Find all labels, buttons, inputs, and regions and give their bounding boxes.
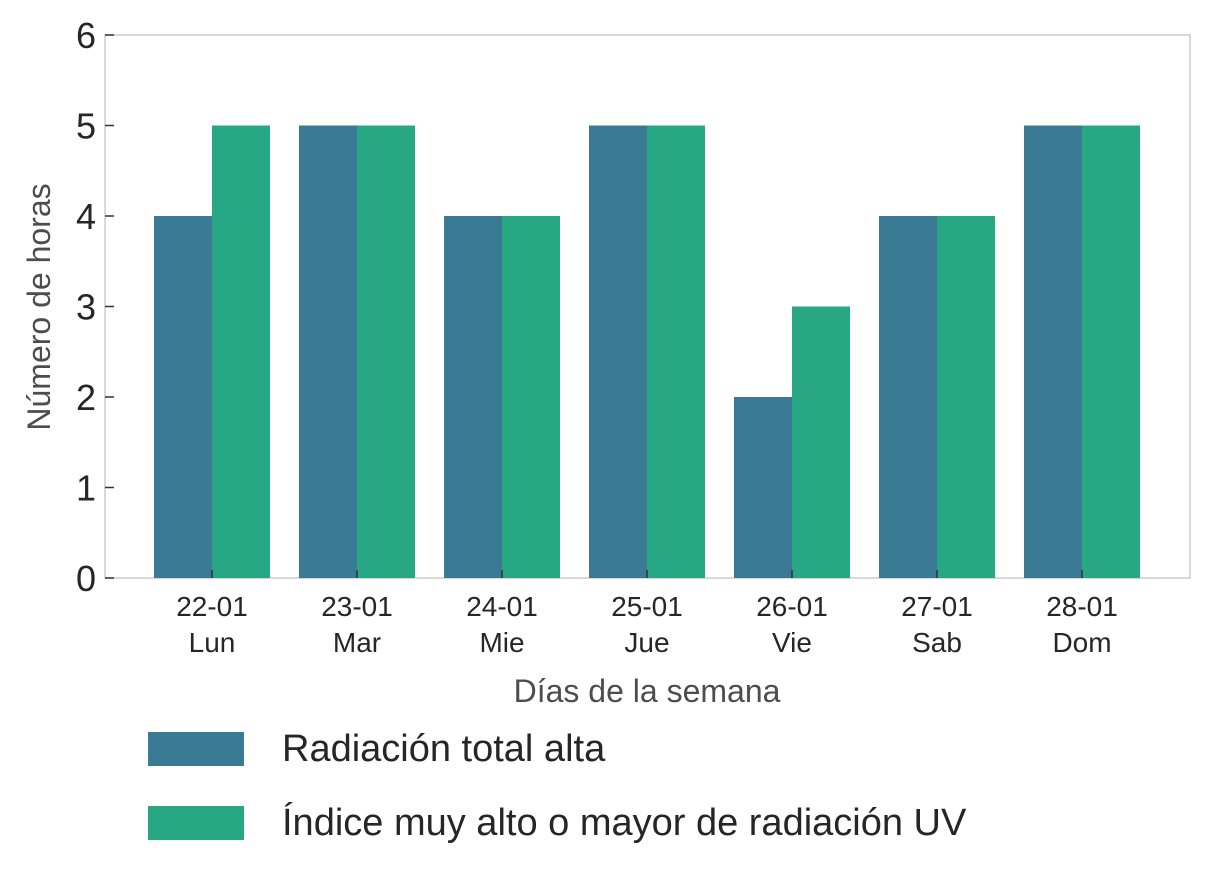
y-axis-title: Número de horas [21,183,57,430]
x-tick-label-date: 25-01 [611,591,683,622]
x-tick-label-day: Lun [189,627,236,658]
x-tick-label-day: Sab [912,627,962,658]
x-tick-label-date: 26-01 [756,591,828,622]
bar-radiacion-total-alta-26-01 [734,397,792,578]
bar-indice-muy-alto-o-mayor-de-radiacion-uv-22-01 [212,125,270,578]
x-tick-label-date: 23-01 [321,591,393,622]
x-tick-label-date: 24-01 [466,591,538,622]
x-tick-label-day: Mie [479,627,524,658]
x-tick-label-day: Mar [333,627,381,658]
bar-radiacion-total-alta-28-01 [1024,125,1082,578]
x-tick-label-date: 28-01 [1046,591,1118,622]
x-axis-title: Días de la semana [514,673,781,709]
bar-radiacion-total-alta-22-01 [154,216,212,578]
legend-label-radiacion-total: Radiación total alta [282,727,606,770]
x-tick-label-date: 22-01 [176,591,248,622]
legend-item-radiacion-total: Radiación total alta [148,722,966,776]
bar-indice-muy-alto-o-mayor-de-radiacion-uv-23-01 [357,125,415,578]
x-tick-label-date: 27-01 [901,591,973,622]
bar-radiacion-total-alta-24-01 [444,216,502,578]
x-tick-label-day: Vie [772,627,812,658]
bar-indice-muy-alto-o-mayor-de-radiacion-uv-26-01 [792,306,850,578]
y-tick-label: 1 [76,468,96,509]
bar-indice-muy-alto-o-mayor-de-radiacion-uv-24-01 [502,216,560,578]
y-tick-label: 6 [76,15,96,56]
bar-indice-muy-alto-o-mayor-de-radiacion-uv-27-01 [937,216,995,578]
bar-radiacion-total-alta-27-01 [879,216,937,578]
legend-swatch-indice-uv [148,806,244,840]
y-tick-label: 4 [76,196,96,237]
legend-swatch-radiacion-total [148,732,244,766]
legend-item-indice-uv: Índice muy alto o mayor de radiación UV [148,796,966,850]
y-tick-label: 0 [76,558,96,599]
legend: Radiación total alta Índice muy alto o m… [148,722,966,870]
bar-chart: 0 1 2 3 4 5 6 22-01 Lun 23-01 Mar 24-01 Mie 25-01 Jue… [21,15,1191,709]
y-tick-label: 3 [76,287,96,328]
x-tick-label-day: Dom [1052,627,1111,658]
bar-indice-muy-alto-o-mayor-de-radiacion-uv-28-01 [1082,125,1140,578]
bar-radiacion-total-alta-23-01 [299,125,357,578]
bar-radiacion-total-alta-25-01 [589,125,647,578]
bar-indice-muy-alto-o-mayor-de-radiacion-uv-25-01 [647,125,705,578]
legend-label-indice-uv: Índice muy alto o mayor de radiación UV [282,801,967,844]
y-tick-label: 5 [76,106,96,147]
x-tick-label-day: Jue [624,627,669,658]
y-tick-label: 2 [76,377,96,418]
